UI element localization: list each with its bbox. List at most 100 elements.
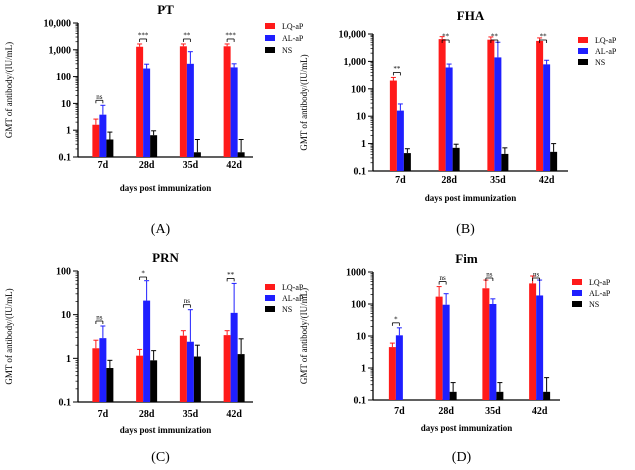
sig-label: *** <box>138 31 149 39</box>
sig-label: ** <box>540 33 548 41</box>
legend-label: NS <box>282 305 292 314</box>
y-tick-label: 10 <box>61 310 71 321</box>
bar-ns-35d <box>496 392 503 400</box>
x-tick-label: 7d <box>395 175 406 186</box>
x-axis-label: days post immunization <box>120 183 212 193</box>
bar-al-ap-42d <box>231 313 238 402</box>
bar-ns-28d <box>150 135 157 157</box>
legend-label: LQ-aP <box>282 22 304 31</box>
legend-swatch <box>265 23 275 29</box>
bar-ns-28d <box>450 392 457 400</box>
bar-lq-ap-28d <box>439 39 446 171</box>
y-axis-label: GMT of antibody/(IU/mL) <box>299 54 309 150</box>
legend: LQ-aP AL-aP NS <box>578 36 617 67</box>
bar-al-ap-35d <box>494 57 501 171</box>
bar-lq-ap-7d <box>389 347 396 400</box>
x-tick-label: 7d <box>98 409 109 420</box>
x-tick-label: 42d <box>226 160 242 171</box>
legend-swatch <box>572 301 582 307</box>
y-tick-label: 10 <box>61 99 71 110</box>
sig-label: ** <box>183 31 191 39</box>
x-tick-label: 7d <box>98 160 109 171</box>
bar-al-ap-28d <box>443 305 450 400</box>
x-axis-label: days post immunization <box>120 425 212 435</box>
bar-ns-42d <box>543 392 550 400</box>
x-tick-label: 28d <box>441 175 457 186</box>
bar-ns-7d <box>106 368 113 402</box>
bar-lq-ap-28d <box>436 297 443 400</box>
sig-label: ** <box>442 33 450 41</box>
y-tick-label: 1 <box>66 126 71 137</box>
y-tick-label: 10 <box>356 112 366 123</box>
legend-label: AL-aP <box>282 34 304 43</box>
legend-label: AL-aP <box>595 47 617 56</box>
chart-title: Fim <box>455 251 478 266</box>
bar-al-ap-7d <box>396 335 403 400</box>
y-tick-label: 10,000 <box>339 30 367 41</box>
bar-ns-42d <box>550 152 557 171</box>
sig-label: ** <box>227 271 235 279</box>
legend-swatch <box>265 306 275 312</box>
bar-al-ap-28d <box>143 69 150 157</box>
y-tick-label: 1 <box>361 364 366 375</box>
bar-al-ap-35d <box>187 342 194 402</box>
bar-al-ap-7d <box>99 115 106 157</box>
bar-al-ap-35d <box>489 304 496 400</box>
legend-swatch <box>265 35 275 41</box>
legend-swatch <box>265 47 275 53</box>
y-tick-label: 0.1 <box>59 153 72 164</box>
legend-swatch <box>572 290 582 296</box>
sig-label: ns <box>184 297 191 305</box>
sig-label: ns <box>486 271 493 279</box>
x-axis-label: days post immunization <box>421 423 513 433</box>
sig-label: ns <box>96 93 103 101</box>
sig-label: ns <box>440 274 447 282</box>
sig-label: * <box>394 315 398 323</box>
chart-title: PT <box>157 2 174 17</box>
figure: PT 0.1 1 10 100 1,000 10,000 GMT of antibody/(I… <box>0 0 635 470</box>
legend-label: NS <box>595 58 605 67</box>
bar-al-ap-42d <box>231 67 238 157</box>
bar-ns-28d <box>150 360 157 402</box>
y-tick-label: 0.1 <box>59 398 72 409</box>
x-tick-label: 35d <box>485 406 501 417</box>
sig-label: ns <box>96 314 103 322</box>
x-tick-label: 42d <box>539 175 555 186</box>
legend-label: NS <box>589 300 599 309</box>
x-axis-label: days post immunization <box>425 193 517 203</box>
y-tick-label: 100 <box>56 267 71 278</box>
x-tick-label: 28d <box>139 160 155 171</box>
bar-ns-28d <box>453 148 460 171</box>
sig-label: ns <box>533 271 540 279</box>
panel-label: (D) <box>452 450 472 465</box>
legend-swatch <box>578 59 588 65</box>
y-tick-label: 1 <box>66 354 71 365</box>
y-tick-label: 1,000 <box>344 57 367 68</box>
bar-ns-35d <box>194 357 201 402</box>
panel-label: (B) <box>456 222 475 237</box>
panel-b: FHA 0.1 1 10 100 1,000 10,000 GMT of antibody/(… <box>299 8 617 237</box>
legend-label: NS <box>282 46 292 55</box>
bar-al-ap-35d <box>187 64 194 157</box>
x-tick-label: 35d <box>490 175 506 186</box>
bar-al-ap-42d <box>536 295 543 400</box>
bar-lq-ap-35d <box>487 40 494 171</box>
y-tick-label: 100 <box>56 72 71 83</box>
chart-title: PRN <box>152 250 179 265</box>
bar-lq-ap-35d <box>180 46 187 157</box>
legend: LQ-aP AL-aP NS <box>572 278 611 309</box>
x-tick-label: 42d <box>532 406 548 417</box>
y-tick-label: 10 <box>356 332 366 343</box>
bar-al-ap-42d <box>543 64 550 171</box>
y-tick-label: 1000 <box>346 268 366 279</box>
x-tick-label: 35d <box>183 160 199 171</box>
panel-d: Fim0.11101001000GMT of antibody/(IU/mL) *… <box>299 251 611 465</box>
bar-al-ap-7d <box>397 111 404 171</box>
x-tick-label: 35d <box>183 409 199 420</box>
legend-label: LQ-aP <box>595 36 617 45</box>
x-tick-label: 28d <box>438 406 454 417</box>
bar-ns-7d <box>106 139 113 157</box>
legend: LQ-aP AL-aP NS <box>265 22 304 55</box>
legend-swatch <box>265 284 275 290</box>
legend-label: LQ-aP <box>589 278 611 287</box>
